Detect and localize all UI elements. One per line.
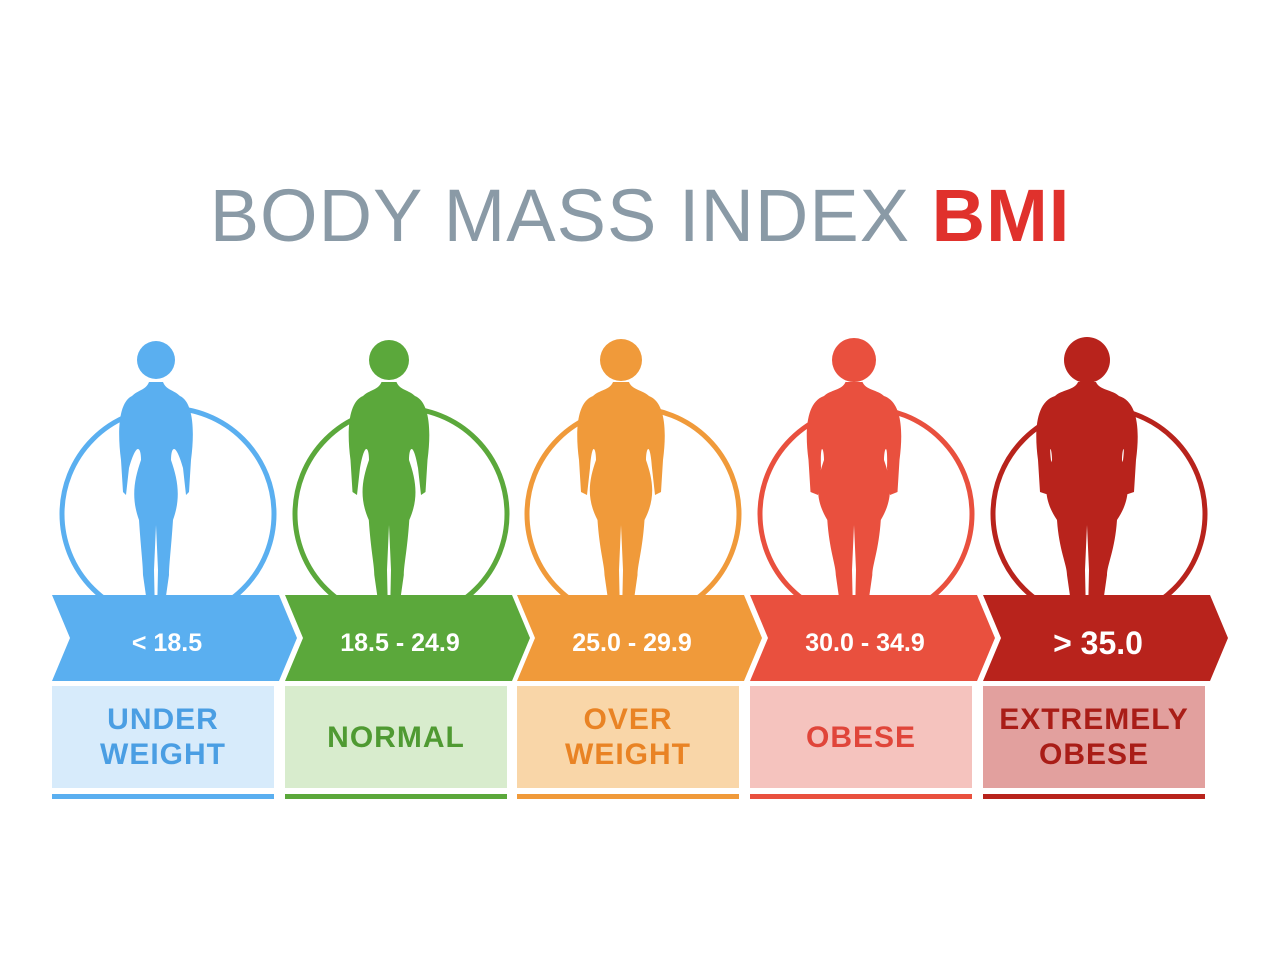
- category-label-line: OBESE: [1038, 738, 1150, 771]
- bmi-range: > 35.0: [1053, 625, 1143, 661]
- bmi-category-4: > 35.0 EXTREMELY OBESE: [983, 320, 1233, 810]
- label-box: [52, 686, 274, 788]
- range-banner: [285, 595, 530, 681]
- label-box: [285, 686, 507, 788]
- category-graphic: [52, 341, 297, 799]
- category-label-line: WEIGHT: [100, 738, 226, 771]
- category-label-line: UNDER: [107, 703, 219, 736]
- title-accent: BMI: [931, 174, 1071, 257]
- person-silhouette: [348, 382, 430, 616]
- person-silhouette: [119, 382, 193, 616]
- person-silhouette: [806, 382, 902, 616]
- range-banner: [750, 595, 995, 681]
- bmi-range: < 18.5: [131, 629, 203, 657]
- underline-bar: [983, 794, 1205, 799]
- title-main: BODY MASS INDEX: [209, 174, 911, 257]
- person-head: [600, 339, 642, 381]
- underline-bar: [750, 794, 972, 799]
- person-head: [369, 340, 409, 380]
- bmi-category-1: 18.5 - 24.9 NORMAL: [285, 320, 535, 810]
- category-label-line: OVER: [583, 703, 673, 736]
- range-banner: [52, 595, 297, 681]
- category-label-line: EXTREMELY: [999, 703, 1189, 736]
- bmi-category-3: 30.0 - 34.9 OBESE: [750, 320, 1000, 810]
- person-head: [137, 341, 175, 379]
- bmi-range: 18.5 - 24.9: [340, 629, 460, 657]
- category-graphic: [285, 340, 530, 799]
- label-box: [983, 686, 1205, 788]
- label-box: [517, 686, 739, 788]
- bmi-range: 30.0 - 34.9: [805, 629, 925, 657]
- person-silhouette: [1036, 382, 1138, 616]
- page-title: BODY MASS INDEX BMI: [0, 166, 1280, 266]
- category-label: UNDER WEIGHT: [52, 686, 274, 788]
- person-head: [832, 338, 876, 382]
- underline-bar: [52, 794, 274, 799]
- category-label-line: NORMAL: [327, 720, 465, 754]
- category-label: OBESE: [750, 686, 972, 788]
- category-label: EXTREMELY OBESE: [983, 686, 1205, 788]
- underline-bar: [285, 794, 507, 799]
- category-label: OVER WEIGHT: [517, 686, 739, 788]
- range-banner: [517, 595, 762, 681]
- category-graphic: [983, 337, 1228, 799]
- bmi-range: 25.0 - 29.9: [572, 629, 692, 657]
- range-banner: [983, 595, 1228, 681]
- category-graphic: [517, 339, 762, 799]
- category-label-line: WEIGHT: [565, 738, 691, 771]
- person-silhouette: [577, 382, 665, 616]
- person-head: [1064, 337, 1110, 383]
- underline-bar: [517, 794, 739, 799]
- category-label: NORMAL: [285, 686, 507, 788]
- category-label-line: OBESE: [805, 720, 917, 754]
- bmi-category-0: < 18.5 UNDER WEIGHT: [52, 320, 302, 810]
- label-box: [750, 686, 972, 788]
- category-graphic: [750, 338, 995, 799]
- bmi-category-2: 25.0 - 29.9 OVER WEIGHT: [517, 320, 767, 810]
